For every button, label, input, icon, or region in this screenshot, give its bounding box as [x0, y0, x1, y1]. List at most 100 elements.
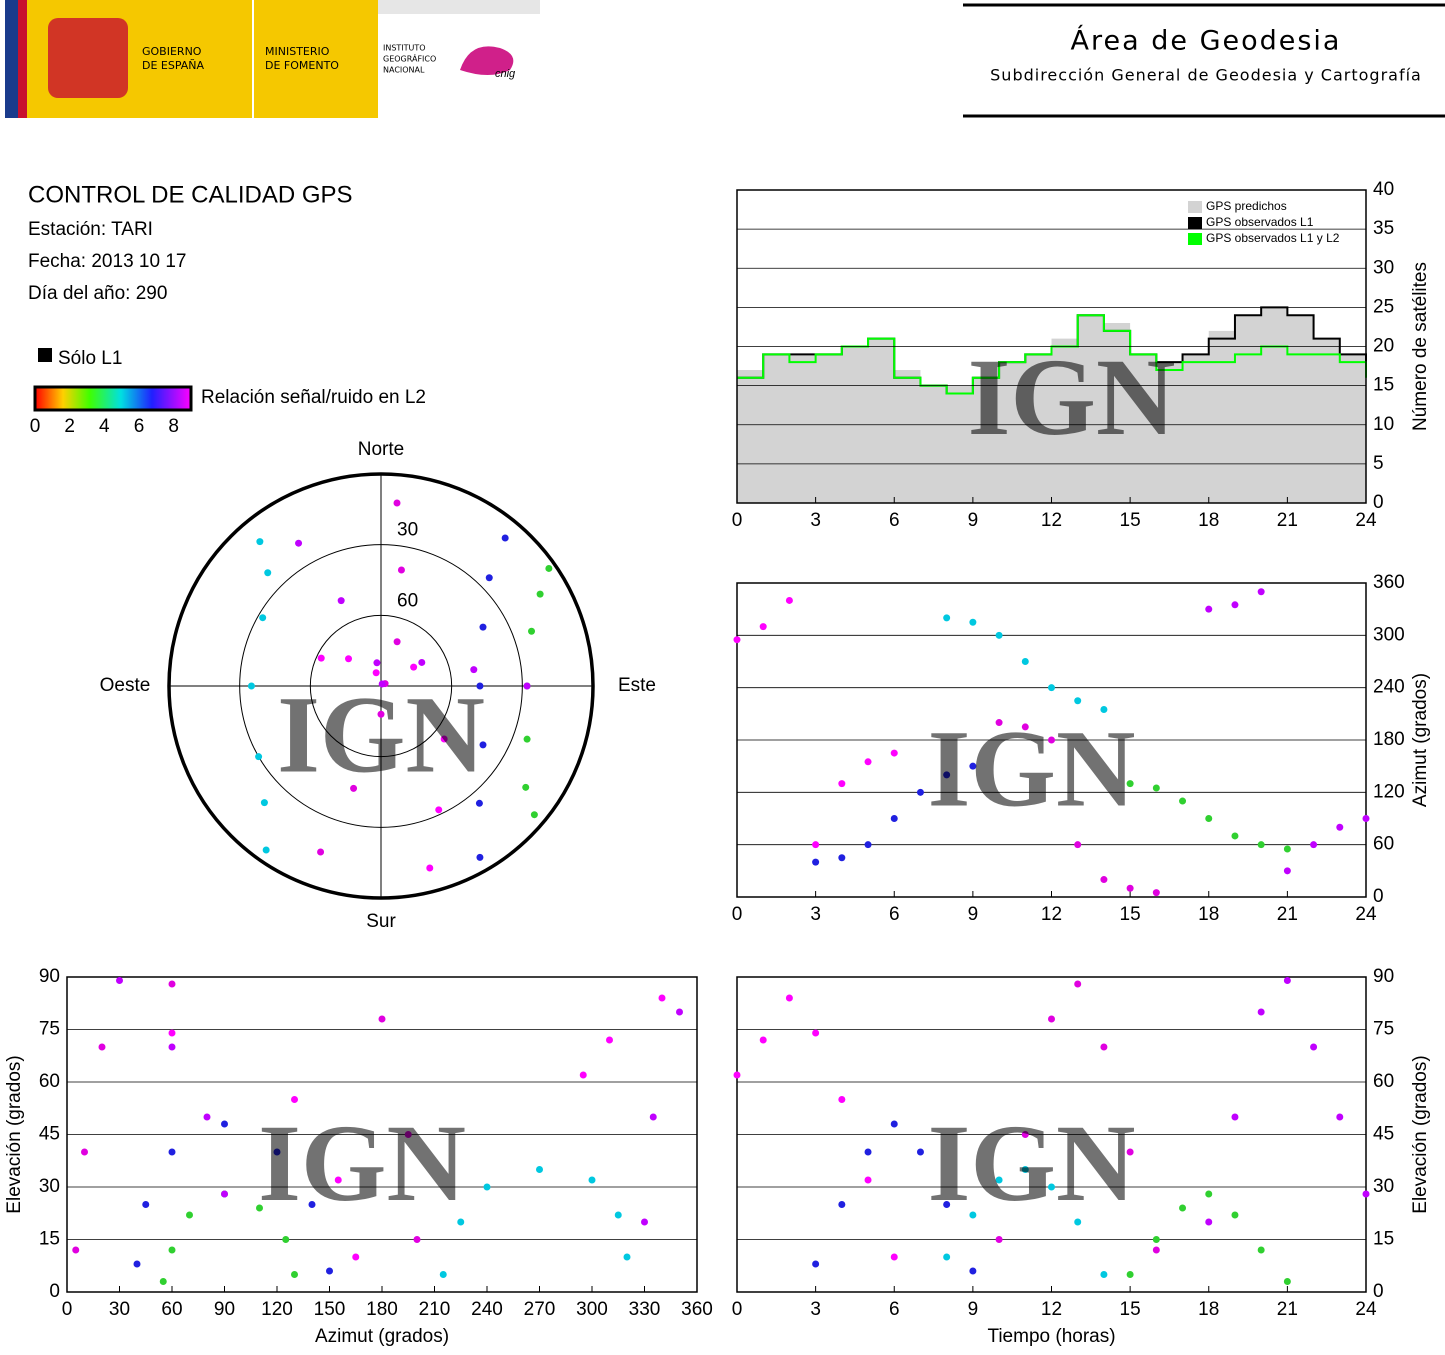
track-point [838, 780, 846, 788]
track-point [943, 1201, 951, 1208]
y-tick-label: 0 [49, 1281, 60, 1302]
track-point [1179, 1204, 1187, 1212]
track-point [1152, 1246, 1160, 1254]
track-point [295, 539, 303, 547]
y-tick-label: 300 [1373, 624, 1405, 645]
plot-frame [66, 976, 698, 1293]
x-tick-label: 9 [968, 904, 979, 925]
track-point [916, 788, 924, 796]
track-point [785, 596, 793, 604]
y-axis-label: Elevación (grados) [4, 1055, 25, 1213]
track-point [1021, 723, 1029, 731]
x-tick-label: 21 [1277, 904, 1298, 925]
track-point [317, 848, 325, 856]
track-point [72, 1246, 80, 1254]
track-point [658, 994, 666, 1002]
track-point [1283, 977, 1291, 984]
x-tick-label: 6 [889, 904, 900, 925]
direction-label: Este [618, 675, 656, 696]
track-point [168, 1043, 176, 1051]
info-line: Fecha: 2013 10 17 [28, 251, 186, 272]
track-point [262, 846, 270, 854]
track-point [1336, 1113, 1344, 1121]
track-point [1074, 980, 1082, 988]
y-tick-label: 15 [1373, 1229, 1394, 1250]
chart: 0 15 30 45 60 75 90 0 30 60 90 120 150 180 210 240 270 30… [4, 966, 713, 1347]
track-point [378, 1015, 386, 1023]
header: GOBIERNO DE ESPAÑA MINISTERIO DE FOMENTO… [5, 0, 1445, 118]
track-point [168, 980, 176, 988]
track-point [476, 853, 484, 861]
track-point [1336, 823, 1344, 831]
x-tick-label: 3 [810, 1299, 821, 1320]
track-point [1362, 815, 1370, 822]
header-subtitle: Subdirección General de Geodesia y Carto… [990, 66, 1422, 85]
track-point [969, 762, 977, 770]
track-point [221, 1120, 228, 1128]
horizon [167, 472, 595, 900]
info: CONTROL DE CALIDAD GPS Estación: TARI Fe… [28, 181, 426, 412]
track-point [377, 710, 385, 718]
logo-text: NACIONAL [383, 66, 425, 75]
track-point [1048, 1015, 1055, 1023]
track-point [1205, 1218, 1213, 1226]
track-point [352, 1253, 360, 1261]
track-point [943, 1253, 951, 1261]
track-point [168, 1246, 176, 1254]
watermark: IGN [258, 1102, 466, 1224]
x-tick-label: 330 [629, 1299, 661, 1320]
track-point [479, 741, 487, 749]
logo-text: GOBIERNO [142, 45, 202, 58]
plot-frame [736, 189, 1367, 504]
x-tick-label: 12 [1041, 1299, 1062, 1320]
track-point [649, 1113, 657, 1121]
y-tick-label: 40 [1373, 179, 1394, 200]
track-point [439, 1271, 447, 1278]
track-point [1283, 1278, 1291, 1285]
plot-frame [736, 582, 1367, 898]
track-point [995, 1176, 1003, 1184]
x-tick-label: 21 [1277, 510, 1298, 531]
track-point [838, 1201, 846, 1208]
track-point [536, 1166, 543, 1173]
track-point [1048, 736, 1055, 744]
x-tick-label: 24 [1355, 1299, 1377, 1320]
track-point [1257, 1246, 1265, 1254]
track-point [838, 1096, 846, 1103]
y-tick-label: 30 [39, 1176, 60, 1197]
y-axis-label: Elevación (grados) [1410, 1055, 1431, 1213]
track-point [168, 1148, 176, 1156]
track-point [247, 682, 255, 690]
colorbar-tick-label: 0 [30, 416, 41, 437]
x-tick-label: 18 [1198, 904, 1219, 925]
track-point [530, 811, 538, 819]
x-tick-label: 90 [214, 1299, 235, 1320]
y-tick-label: 10 [1373, 414, 1394, 435]
track-point [81, 1148, 88, 1156]
track-point [1074, 1218, 1082, 1226]
track-point [943, 771, 951, 779]
track-point [1126, 884, 1134, 892]
x-tick-label: 6 [889, 510, 900, 531]
legend-swatch [1188, 201, 1202, 213]
track-point [273, 1148, 281, 1156]
colorbar-tick-label: 6 [134, 416, 145, 437]
track-point [397, 566, 405, 574]
y-tick-label: 30 [1373, 257, 1394, 278]
cnig-logo [460, 46, 514, 75]
x-tick-label: 21 [1277, 1299, 1298, 1320]
track-point [291, 1096, 298, 1103]
track-point [1100, 876, 1108, 884]
track-point [255, 753, 263, 761]
track-point [259, 614, 267, 622]
logo-text: DE ESPAÑA [142, 59, 205, 72]
colorbar-label: Relación señal/ruido en L2 [201, 387, 426, 408]
track-point [623, 1253, 631, 1261]
track-point [676, 1008, 683, 1016]
track-point [393, 638, 401, 646]
logo-text: cnig [495, 68, 516, 80]
track-point [264, 569, 272, 577]
x-tick-label: 0 [732, 904, 743, 925]
ring-label: 60 [397, 590, 418, 611]
